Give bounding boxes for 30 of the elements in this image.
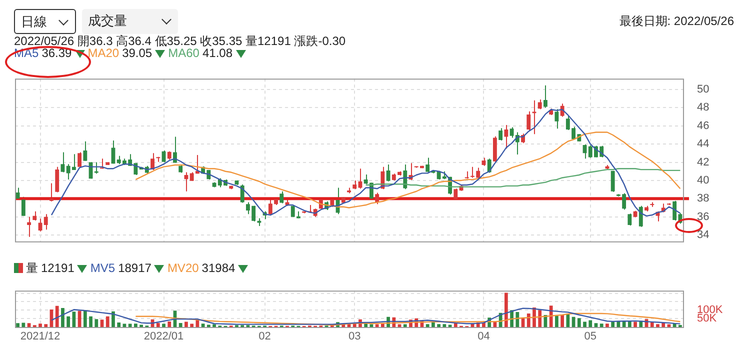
text: 18917 bbox=[118, 261, 152, 275]
x-tick-label: 02 bbox=[258, 330, 271, 343]
x-tick-label: 03 bbox=[348, 330, 361, 343]
text: 36.39 bbox=[42, 46, 72, 60]
y-tick-label: 46 bbox=[697, 120, 710, 132]
x-tick-label: 05 bbox=[584, 330, 597, 343]
text: 2022/05/26 開36.3 高36.4 低35.25 收35.35 量12191 漲跌-0.30 bbox=[14, 33, 346, 48]
text: 12191 bbox=[41, 261, 74, 275]
text: MA60 bbox=[168, 46, 200, 60]
y-tick-label: 38 bbox=[697, 192, 710, 205]
y-tick-label: 42 bbox=[697, 156, 710, 168]
text: MV5 bbox=[90, 261, 116, 275]
text: 41.08 bbox=[202, 46, 232, 60]
y-tick-label: 44 bbox=[697, 138, 710, 150]
x-tick-label: 2022/01 bbox=[144, 330, 184, 343]
text: 日線 bbox=[21, 14, 47, 29]
x-tick-label: 04 bbox=[478, 330, 490, 343]
text: MA20 bbox=[88, 46, 120, 60]
x-tick-label: 2021/12 bbox=[20, 330, 60, 343]
y-tick-label: 40 bbox=[697, 174, 710, 186]
text: 成交量 bbox=[88, 13, 127, 28]
legend-label: 量 bbox=[26, 261, 38, 275]
y-tick-label: 50 bbox=[697, 84, 710, 96]
y-tick-label: 34 bbox=[697, 229, 710, 242]
chart-title: 最後日期: 2022/05/26 bbox=[619, 13, 734, 30]
text: MV20 bbox=[167, 261, 199, 275]
y-tick-label: 48 bbox=[697, 102, 710, 114]
text: 31984 bbox=[202, 261, 236, 275]
text: 39.05 bbox=[122, 46, 152, 60]
y-tick-label: 36 bbox=[697, 210, 710, 223]
